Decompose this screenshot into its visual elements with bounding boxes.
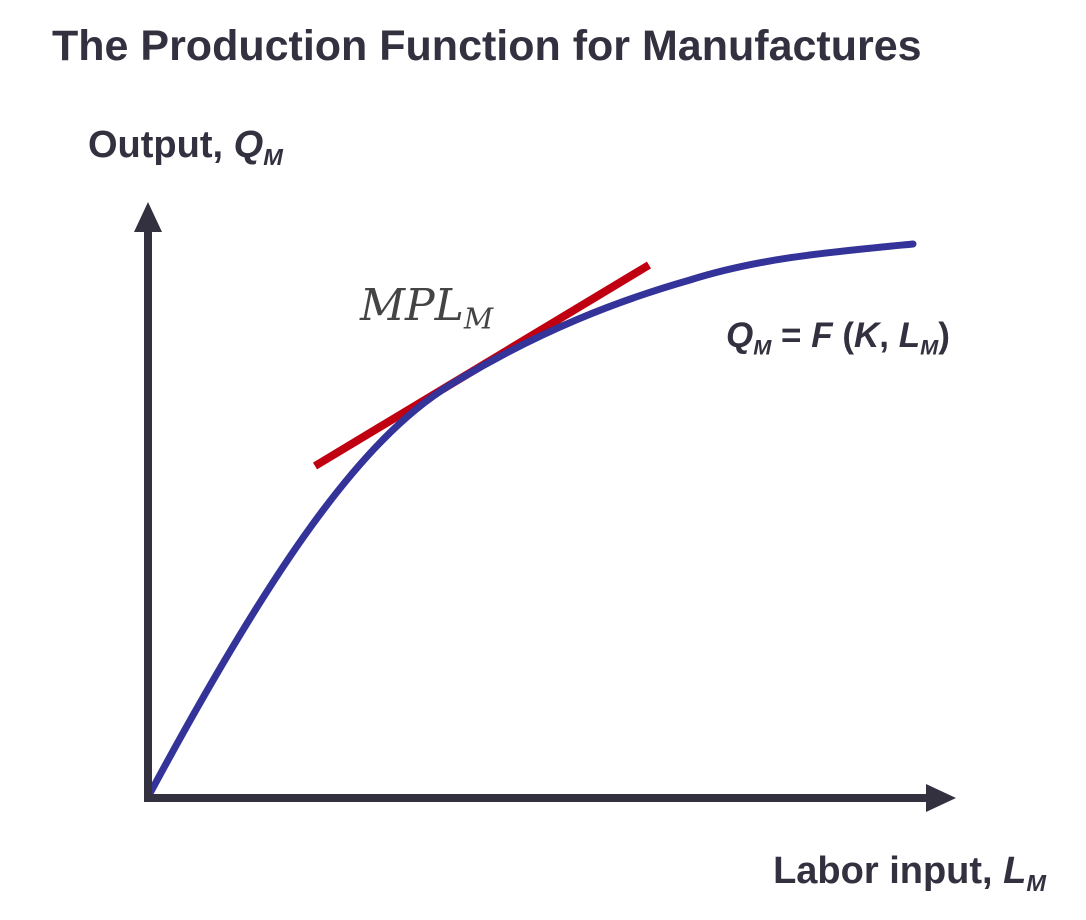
eq-comma: , <box>879 316 899 355</box>
x-axis-label-text: Labor input, <box>773 850 1004 892</box>
mpl-label-subscript: M <box>463 301 494 336</box>
eq-q: Q <box>726 316 754 355</box>
diagram-title: The Production Function for Manufactures <box>52 22 922 70</box>
y-axis-label-text: Output, <box>88 124 234 166</box>
production-curve <box>144 240 917 801</box>
y-axis-arrowhead <box>134 202 162 232</box>
eq-close-paren: ) <box>938 316 950 355</box>
x-axis-variable: L <box>1003 850 1027 892</box>
eq-l-subscript: M <box>920 334 939 360</box>
x-axis-arrowhead <box>926 784 956 812</box>
mpl-label-text: MPL <box>360 280 464 331</box>
mpl-label: MPLM <box>360 280 493 336</box>
eq-l: L <box>898 316 921 355</box>
production-function-equation: QM = F (K, LM) <box>726 316 950 361</box>
y-axis-subscript: M <box>263 144 283 171</box>
x-axis-label: Labor input, LM <box>773 850 1046 897</box>
eq-k: K <box>853 316 880 355</box>
eq-open-paren: ( <box>832 316 854 355</box>
y-axis-variable: Q <box>233 124 264 166</box>
eq-equals: = <box>771 316 812 355</box>
x-axis-subscript: M <box>1026 870 1046 897</box>
eq-f: F <box>811 316 833 355</box>
y-axis-label: Output, QM <box>88 124 283 171</box>
eq-q-subscript: M <box>753 334 772 360</box>
